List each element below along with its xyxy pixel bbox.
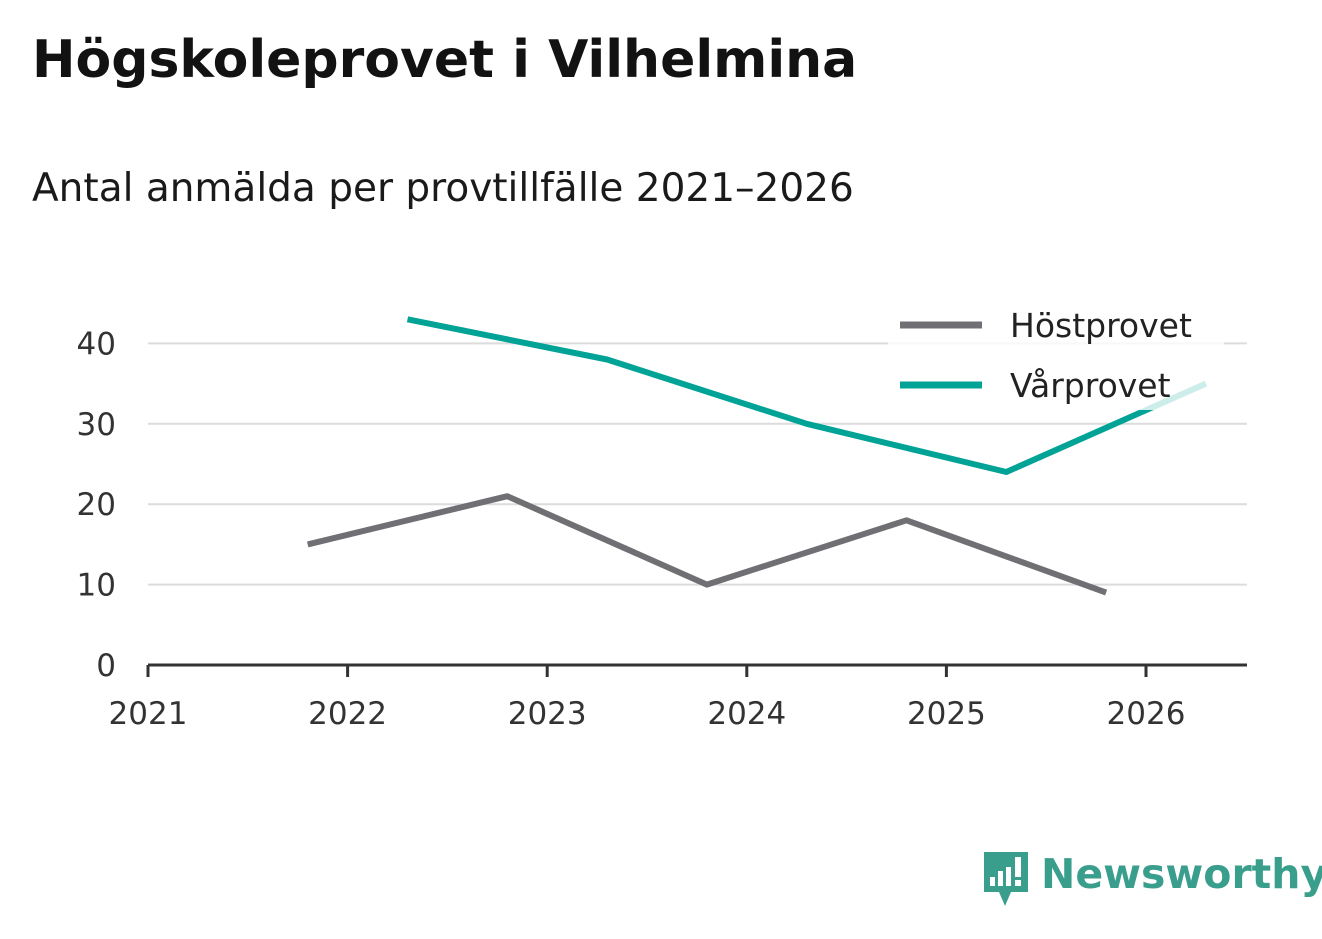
x-tick-label: 2021	[109, 696, 188, 732]
legend-label: Vårprovet	[1010, 366, 1171, 405]
x-axis: 2021 2022 2023 2024 2025 2026	[109, 663, 1247, 732]
y-tick-label: 10	[77, 568, 116, 604]
legend-label: Höstprovet	[1010, 306, 1192, 345]
y-tick-label: 30	[77, 407, 116, 443]
series-line-höstprovet	[306, 493, 1108, 596]
legend: Höstprovet Vårprovet	[888, 300, 1224, 410]
x-tick-label: 2024	[707, 696, 786, 732]
x-tick-label: 2026	[1107, 696, 1186, 732]
y-tick-label: 0	[96, 648, 116, 684]
gridlines: 0 10 20 30 40	[77, 326, 1247, 684]
chart-title: Högskoleprovet i Vilhelmina	[32, 30, 858, 90]
newsworthy-logo-icon	[984, 852, 1028, 906]
x-tick-label: 2025	[907, 696, 986, 732]
chart-subtitle: Antal anmälda per provtillfälle 2021–202…	[32, 166, 854, 211]
y-tick-label: 20	[77, 487, 116, 523]
legend-background	[888, 300, 1224, 410]
x-tick-label: 2023	[508, 696, 587, 732]
newsworthy-logo: Newsworthy	[981, 846, 1322, 910]
brand-name: Newsworthy	[1041, 850, 1322, 898]
y-tick-label: 40	[77, 326, 116, 362]
x-tick-label: 2022	[308, 696, 387, 732]
series-lines	[306, 316, 1208, 596]
